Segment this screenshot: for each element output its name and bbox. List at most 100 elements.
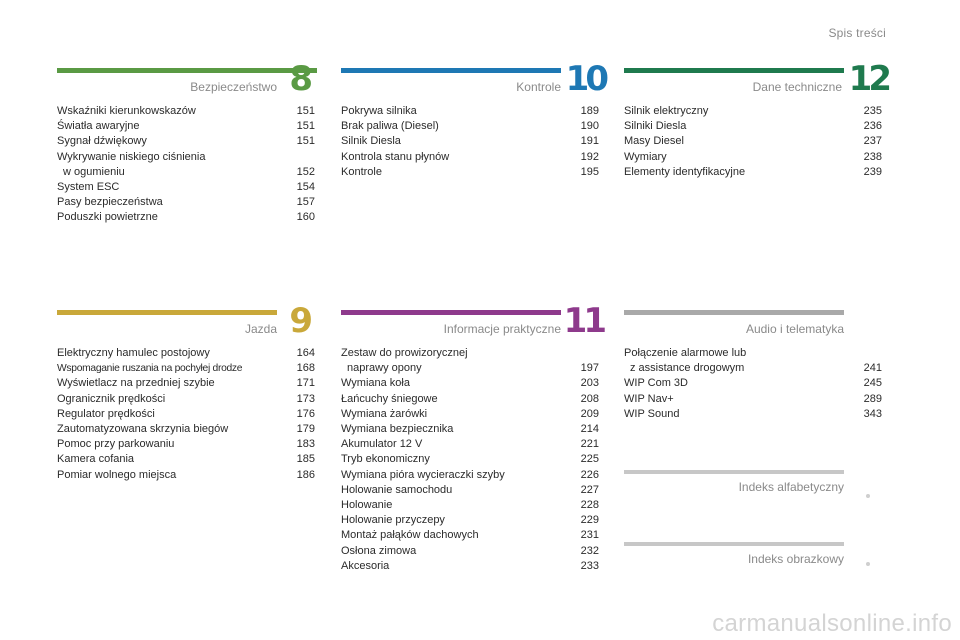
toc-entry-page: 195 [580, 165, 599, 178]
section-title: Audio i telematyka [745, 322, 844, 336]
toc-entry-page: 221 [580, 438, 599, 451]
toc-entry-label: Sygnał dźwiękowy [57, 135, 147, 148]
toc-entry-page: 289 [863, 392, 882, 405]
toc-entry[interactable]: Kontrola stanu płynów 192 [341, 150, 599, 165]
toc-entry[interactable]: Łańcuchy śniegowe 208 [341, 392, 599, 407]
watermark: carmanualsonline.info [712, 610, 952, 637]
toc-entry[interactable]: Silnik Diesla 191 [341, 134, 599, 149]
index-marker-dot [866, 562, 870, 566]
toc-entry-label-continued: z assistance drogowym [630, 362, 745, 375]
toc-entry-label: Połączenie alarmowe lub [624, 347, 747, 359]
toc-entry[interactable]: System ESC 154 [57, 180, 315, 195]
toc-entry-page: 232 [580, 544, 599, 557]
toc-entry[interactable]: Poduszki powietrzne 160 [57, 210, 315, 225]
toc-entry-page: 151 [296, 135, 315, 148]
toc-entry-label-continued: naprawy opony [347, 362, 422, 375]
toc-entry-label: Akumulator 12 V [341, 438, 423, 451]
toc-entry-label: Tryb ekonomiczny [341, 453, 430, 466]
toc-entry[interactable]: Połączenie alarmowe lub z assistance drog… [624, 346, 882, 376]
toc-entry[interactable]: Akcesoria 233 [341, 559, 599, 574]
section-color-bar [57, 68, 317, 73]
toc-entry[interactable]: WIP Sound 343 [624, 407, 882, 422]
toc-entry[interactable]: Wymiana pióra wycieraczki szyby 226 [341, 468, 599, 483]
toc-entry-label: Wspomaganie ruszania na pochyłej drodze [57, 363, 243, 375]
toc-entry[interactable]: Holowanie 228 [341, 498, 599, 513]
toc-entry-label: Osłona zimowa [341, 544, 417, 557]
toc-entry-page: 185 [296, 453, 315, 466]
toc-entry[interactable]: Światła awaryjne 151 [57, 119, 315, 134]
toc-entry[interactable]: Pokrywa silnika 189 [341, 104, 599, 119]
section-color-bar [624, 68, 844, 73]
toc-entry-label: Elementy identyfikacyjne [624, 165, 746, 178]
toc-entry[interactable]: Brak paliwa (Diesel) 190 [341, 119, 599, 134]
toc-entry[interactable]: Kamera cofania 185 [57, 452, 315, 467]
toc-entry[interactable]: Elektryczny hamulec postojowy 164 [57, 346, 315, 361]
toc-entry-label: Pasy bezpieczeństwa [57, 196, 163, 209]
toc-entry-label: Kontrole [341, 165, 382, 178]
toc-entry[interactable]: Wymiary 238 [624, 150, 882, 165]
toc-entry[interactable]: Masy Diesel 237 [624, 134, 882, 149]
entry-list: Pokrywa silnika 189 Brak paliwa (Diesel) 19… [341, 104, 599, 180]
toc-entry[interactable]: Holowanie samochodu 227 [341, 483, 599, 498]
toc-entry[interactable]: WIP Com 3D 245 [624, 376, 882, 391]
toc-entry-page: 241 [863, 362, 882, 375]
entry-list: Połączenie alarmowe lub z assistance drog… [624, 346, 882, 422]
entry-list: Wskaźniki kierunkowskazów 151 Światła awar… [57, 104, 315, 226]
toc-entry[interactable]: WIP Nav+ 289 [624, 392, 882, 407]
toc-entry[interactable]: Osłona zimowa 232 [341, 544, 599, 559]
section-color-bar [341, 310, 561, 315]
toc-entry[interactable]: Wymiana bezpiecznika 214 [341, 422, 599, 437]
toc-entry-label: Montaż pałąków dachowych [341, 529, 479, 542]
section-title: Kontrole [516, 80, 561, 94]
section-title: Dane techniczne [752, 80, 842, 94]
toc-entry[interactable]: Silnik elektryczny 235 [624, 104, 882, 119]
toc-entry[interactable]: Holowanie przyczepy 229 [341, 513, 599, 528]
toc-entry-page: 157 [296, 196, 315, 209]
toc-entry[interactable]: Sygnał dźwiękowy 151 [57, 134, 315, 149]
toc-entry-label: Silnik elektryczny [624, 105, 709, 117]
toc-entry[interactable]: Kontrole 195 [341, 165, 599, 180]
toc-entry[interactable]: Regulator prędkości 176 [57, 407, 315, 422]
toc-entry[interactable]: Akumulator 12 V 221 [341, 437, 599, 452]
toc-entry-page: 238 [863, 150, 882, 163]
toc-entry-label: System ESC [57, 181, 120, 194]
toc-entry-label: Holowanie [341, 499, 393, 512]
index-alfabetyczny[interactable]: Indeks alfabetyczny [624, 470, 844, 500]
index-title: Indeks alfabetyczny [738, 480, 844, 494]
toc-entry[interactable]: Montaż pałąków dachowych 231 [341, 528, 599, 543]
toc-entry-page: 233 [580, 559, 599, 572]
toc-entry-page: 235 [863, 105, 882, 117]
toc-entry[interactable]: Silniki Diesla 236 [624, 119, 882, 134]
entry-list: Zestaw do prowizorycznej naprawy opony 197… [341, 346, 599, 574]
toc-entry[interactable]: Zautomatyzowana skrzynia biegów 179 [57, 422, 315, 437]
toc-entry-page: 151 [296, 120, 315, 133]
entry-list: Silnik elektryczny 235 Silniki Diesla 236 Ma… [624, 104, 882, 180]
toc-entry[interactable]: Zestaw do prowizorycznej naprawy opony 197 [341, 346, 599, 376]
toc-entry[interactable]: Pasy bezpieczeństwa 157 [57, 195, 315, 210]
toc-entry[interactable]: Elementy identyfikacyjne 239 [624, 165, 882, 180]
toc-entry[interactable]: Pomiar wolnego miejsca 186 [57, 468, 315, 483]
toc-entry[interactable]: Ogranicznik prędkości 173 [57, 392, 315, 407]
toc-entry[interactable]: Wspomaganie ruszania na pochyłej drodze 1… [57, 361, 315, 376]
toc-entry[interactable]: Wykrywanie niskiego ciśnienia w ogumieniu… [57, 150, 315, 180]
section-number: 11 [563, 301, 607, 341]
toc-entry-label: Pokrywa silnika [341, 105, 417, 117]
toc-entry[interactable]: Wymiana koła 203 [341, 376, 599, 391]
section-color-bar [624, 310, 844, 315]
section-number: 8 [289, 59, 313, 99]
toc-entry-label: Masy Diesel [624, 135, 684, 148]
toc-entry[interactable]: Wymiana żarówki 209 [341, 407, 599, 422]
toc-entry-label: Wymiary [624, 150, 667, 163]
toc-entry-page: 343 [863, 407, 882, 420]
toc-entry-page: 160 [296, 211, 315, 224]
page-title: Spis treści [828, 26, 886, 40]
toc-entry[interactable]: Pomoc przy parkowaniu 183 [57, 437, 315, 452]
toc-entry-page: 164 [296, 347, 315, 359]
toc-entry[interactable]: Wyświetlacz na przedniej szybie 171 [57, 376, 315, 391]
toc-entry-label: Wymiana żarówki [341, 407, 428, 420]
toc-entry[interactable]: Wskaźniki kierunkowskazów 151 [57, 104, 315, 119]
toc-entry-page: 171 [296, 377, 315, 390]
index-obrazkowy[interactable]: Indeks obrazkowy [624, 542, 844, 572]
toc-entry-page: 228 [580, 499, 599, 512]
toc-entry[interactable]: Tryb ekonomiczny 225 [341, 452, 599, 467]
